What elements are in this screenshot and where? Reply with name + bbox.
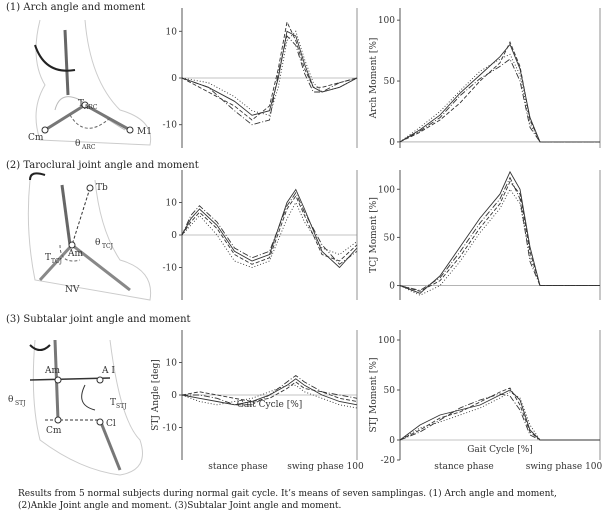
figure-caption: Results from 5 normal subjects during no… xyxy=(18,489,557,511)
chart-2-ytick-2: -10 xyxy=(163,264,178,274)
label-t-stj-sub: STJ xyxy=(116,403,127,410)
label-tb: Tb xyxy=(96,183,108,193)
chart-0-ytick-1: 0 xyxy=(171,74,177,84)
chart-0-series-1 xyxy=(181,20,358,121)
chart-5-xtick-1: swing phase 100 xyxy=(526,462,603,472)
chart-1-ytick-0: 100 xyxy=(378,16,395,26)
chart-4-series-1 xyxy=(181,381,358,402)
chart-1-series-2 xyxy=(399,53,600,143)
label-cm: Cm xyxy=(28,133,44,143)
label-theta-tcj-sub: TCJ xyxy=(102,243,114,250)
label-nv: NV xyxy=(65,285,80,295)
label-theta-arc-sub: ARC xyxy=(81,144,96,151)
label-t-tcj: T xyxy=(45,253,51,263)
chart-3-ytick-0: 100 xyxy=(378,185,395,195)
chart-2-ytick-0: 10 xyxy=(166,199,178,209)
chart-5-series-1 xyxy=(399,387,600,441)
section-title-taroclural: (2) Taroclural joint angle and moment xyxy=(6,160,199,171)
chart-4-ytick-2: -10 xyxy=(163,424,178,434)
chart-4-series-0 xyxy=(181,378,358,406)
chart-1-ytick-2: 0 xyxy=(389,138,395,148)
chart-3-series-3 xyxy=(399,176,600,291)
section-title-subtalar: (3) Subtalar joint angle and moment xyxy=(6,314,191,325)
subtalar-diagram xyxy=(29,339,143,476)
chart-2-series-2 xyxy=(181,201,358,268)
label-theta-tcj: θ xyxy=(95,238,100,248)
chart-0-series-0 xyxy=(181,30,358,116)
chart-5-ytick-1: 50 xyxy=(384,386,396,396)
chart-1-series-1 xyxy=(399,40,600,143)
label-theta-stj-sub: STJ xyxy=(15,400,26,407)
chart-5-series-2 xyxy=(399,391,600,441)
chart-3-ylabel: TCJ Moment [%] xyxy=(369,197,379,273)
chart-3-series-2 xyxy=(399,188,600,296)
chart-4-ytick-1: 0 xyxy=(171,391,177,401)
label-t-arc-sub: ARC xyxy=(83,104,98,111)
chart-4-ytick-0: 10 xyxy=(166,359,178,369)
chart-2-series-3 xyxy=(181,191,358,265)
chart-1-ytick-1: 50 xyxy=(384,77,396,87)
chart-1-ylabel: Arch Moment [%] xyxy=(369,38,379,120)
label-ai: A I xyxy=(101,366,115,376)
chart-5-xlabel: Gait Cycle [%] xyxy=(467,445,533,455)
label-theta-stj: θ xyxy=(8,395,13,405)
chart-1-series-0 xyxy=(399,43,600,143)
chart-0-ytick-0: 10 xyxy=(166,27,178,37)
label-t-arc: T xyxy=(78,99,84,109)
chart-5-ytick-2: 0 xyxy=(389,436,395,446)
chart-4-xlabel: Gait Cycle [%] xyxy=(237,400,303,410)
section-title-arch: (1) Arch angle and moment xyxy=(6,2,146,13)
label-cl: Cl xyxy=(106,419,116,429)
arch-diagram xyxy=(34,19,152,146)
chart-5-ylabel: STJ Moment [%] xyxy=(369,358,379,433)
chart-4-xtick-0: stance phase xyxy=(208,462,268,472)
chart-4-series-2 xyxy=(181,384,358,409)
chart-2-series-0 xyxy=(181,188,358,269)
chart-1-series-3 xyxy=(399,58,600,143)
label-m1: M1 xyxy=(137,127,152,137)
taroclural-diagram xyxy=(27,172,152,301)
chart-5-ytick-3: -20 xyxy=(381,456,396,466)
chart-5-ytick-0: 100 xyxy=(378,336,395,346)
chart-3-series-0 xyxy=(399,170,600,294)
chart-0-ytick-2: -10 xyxy=(163,121,178,131)
label-cm-3: Cm xyxy=(46,426,62,436)
chart-5-series-3 xyxy=(399,393,600,441)
chart-4-xtick-1: swing phase 100 xyxy=(287,462,364,472)
label-am-3: Am xyxy=(44,366,60,376)
chart-3-ytick-1: 50 xyxy=(384,233,396,243)
chart-0-series-2 xyxy=(181,30,358,116)
chart-0-series-3 xyxy=(181,35,358,126)
chart-4-series-3 xyxy=(182,374,358,406)
chart-5-series-0 xyxy=(399,389,600,441)
chart-5-xtick-0: stance phase xyxy=(434,462,494,472)
label-am-2: Am xyxy=(67,249,83,259)
label-t-stj: T xyxy=(110,398,116,408)
chart-3-ytick-2: 0 xyxy=(389,282,395,292)
label-t-tcj-sub: TCJ xyxy=(51,258,63,265)
label-theta-arc: θ xyxy=(75,139,80,149)
chart-2-series-1 xyxy=(181,195,358,265)
chart-4-ylabel: STJ Angle [deg] xyxy=(151,359,161,431)
chart-2-ytick-1: 0 xyxy=(171,231,177,241)
